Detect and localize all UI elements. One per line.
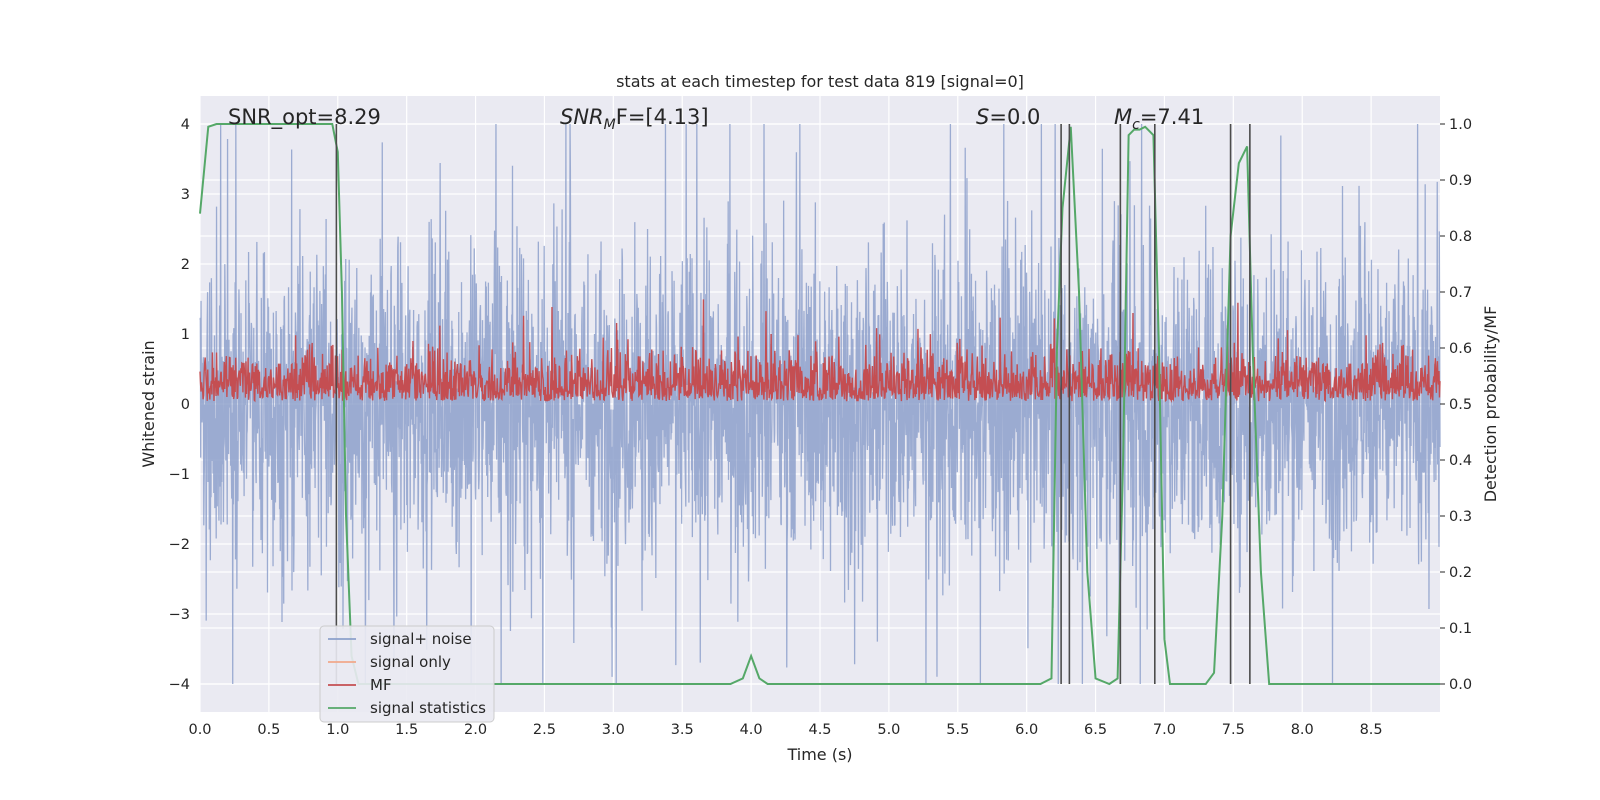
annotation-snr-mf-sub: M [604, 117, 616, 133]
y-tick-label-right: 0.4 [1449, 453, 1472, 469]
y-tick-label-left: 4 [181, 117, 190, 133]
y-tick-label-left: 0 [181, 397, 190, 413]
x-tick-label: 7.0 [1153, 722, 1176, 738]
x-tick-label: 3.0 [602, 722, 625, 738]
annotation-s-italic: S [976, 105, 989, 129]
legend-entry-signal-noise: signal+ noise [370, 630, 472, 648]
chart-title: stats at each timestep for test data 819… [616, 72, 1024, 91]
y-tick-label-left: 3 [181, 187, 190, 203]
plot-area [199, 123, 1441, 686]
x-tick-label: 2.5 [533, 722, 556, 738]
y-tick-label-left: −3 [169, 607, 190, 623]
y-tick-label-left: 1 [181, 327, 190, 343]
annotation-s-rest: =0.0 [989, 105, 1040, 129]
y-tick-label-left: 2 [181, 257, 190, 273]
annotation-mc-base: M [1114, 105, 1132, 129]
annotation-snr-mf-rest: F=[4.13] [616, 105, 709, 129]
x-tick-label: 0.5 [257, 722, 280, 738]
y-tick-label-left: −1 [169, 467, 190, 483]
legend-entry-signal-statistics: signal statistics [370, 699, 486, 717]
vertical-marker-lines [335, 124, 1251, 684]
x-tick-label: 6.0 [1015, 722, 1038, 738]
y-tick-label-right: 0.8 [1449, 229, 1472, 245]
x-tick-label: 5.5 [946, 722, 969, 738]
series-signal-statistics-line [199, 123, 1440, 686]
y-tick-label-right: 0.7 [1449, 285, 1472, 301]
y-axis-ticks-right: 0.0 0.1 0.2 0.3 0.4 0.5 0.6 0.7 0.8 0.9 1.0 [1440, 117, 1472, 693]
y-tick-label-right: 0.5 [1449, 397, 1472, 413]
y-tick-label-right: 0.6 [1449, 341, 1472, 357]
y-tick-label-right: 0.9 [1449, 173, 1472, 189]
annotation-mc-sub: c [1132, 117, 1140, 133]
annotation-s: S=0.0 [976, 105, 1040, 129]
y-tick-label-right: 0.1 [1449, 621, 1472, 637]
x-tick-label: 0.0 [188, 722, 211, 738]
x-axis-label: Time (s) [786, 745, 852, 764]
y-axis-label-left: Whitened strain [139, 340, 158, 467]
x-tick-label: 3.5 [671, 722, 694, 738]
x-tick-label: 8.5 [1360, 722, 1383, 738]
legend-entry-signal-only: signal only [370, 653, 451, 671]
x-tick-label: 5.0 [877, 722, 900, 738]
series-mf-line [199, 299, 1441, 404]
x-tick-label: 6.5 [1084, 722, 1107, 738]
y-tick-label-right: 1.0 [1449, 117, 1472, 133]
y-tick-label-right: 0.0 [1449, 677, 1472, 693]
annotation-mc-rest: =7.41 [1140, 105, 1204, 129]
annotation-mc: Mc=7.41 [1114, 105, 1204, 133]
x-tick-label: 1.0 [326, 722, 349, 738]
y-axis-label-right: Detection probability/MF [1481, 306, 1500, 503]
x-tick-label: 4.0 [740, 722, 763, 738]
y-axis-ticks-left: −4 −3 −2 −1 0 1 2 3 4 [169, 117, 190, 693]
y-tick-label-right: 0.2 [1449, 565, 1472, 581]
y-tick-label-right: 0.3 [1449, 509, 1472, 525]
x-tick-label: 1.5 [395, 722, 418, 738]
x-tick-label: 4.5 [808, 722, 831, 738]
annotation-snr-mf-base: SNR [560, 105, 604, 129]
annotation-snr-opt: SNR_opt=8.29 [228, 105, 381, 130]
x-tick-label: 7.5 [1222, 722, 1245, 738]
legend-box [319, 625, 495, 723]
y-tick-label-left: −4 [169, 677, 190, 693]
series-signal-noise-line [199, 123, 1441, 685]
x-axis-ticks: 0.0 0.5 1.0 1.5 2.0 2.5 3.0 3.5 4.0 4.5 5.0 5.5 6.0 6… [188, 722, 1382, 738]
annotation-snr-mf: SNRMF=[4.13] [560, 105, 709, 133]
legend: signal+ noise signal only MF signal stat… [319, 625, 495, 723]
x-tick-label: 8.0 [1291, 722, 1314, 738]
legend-entry-mf: MF [370, 676, 392, 694]
y-tick-label-left: −2 [169, 537, 190, 553]
x-tick-label: 2.0 [464, 722, 487, 738]
